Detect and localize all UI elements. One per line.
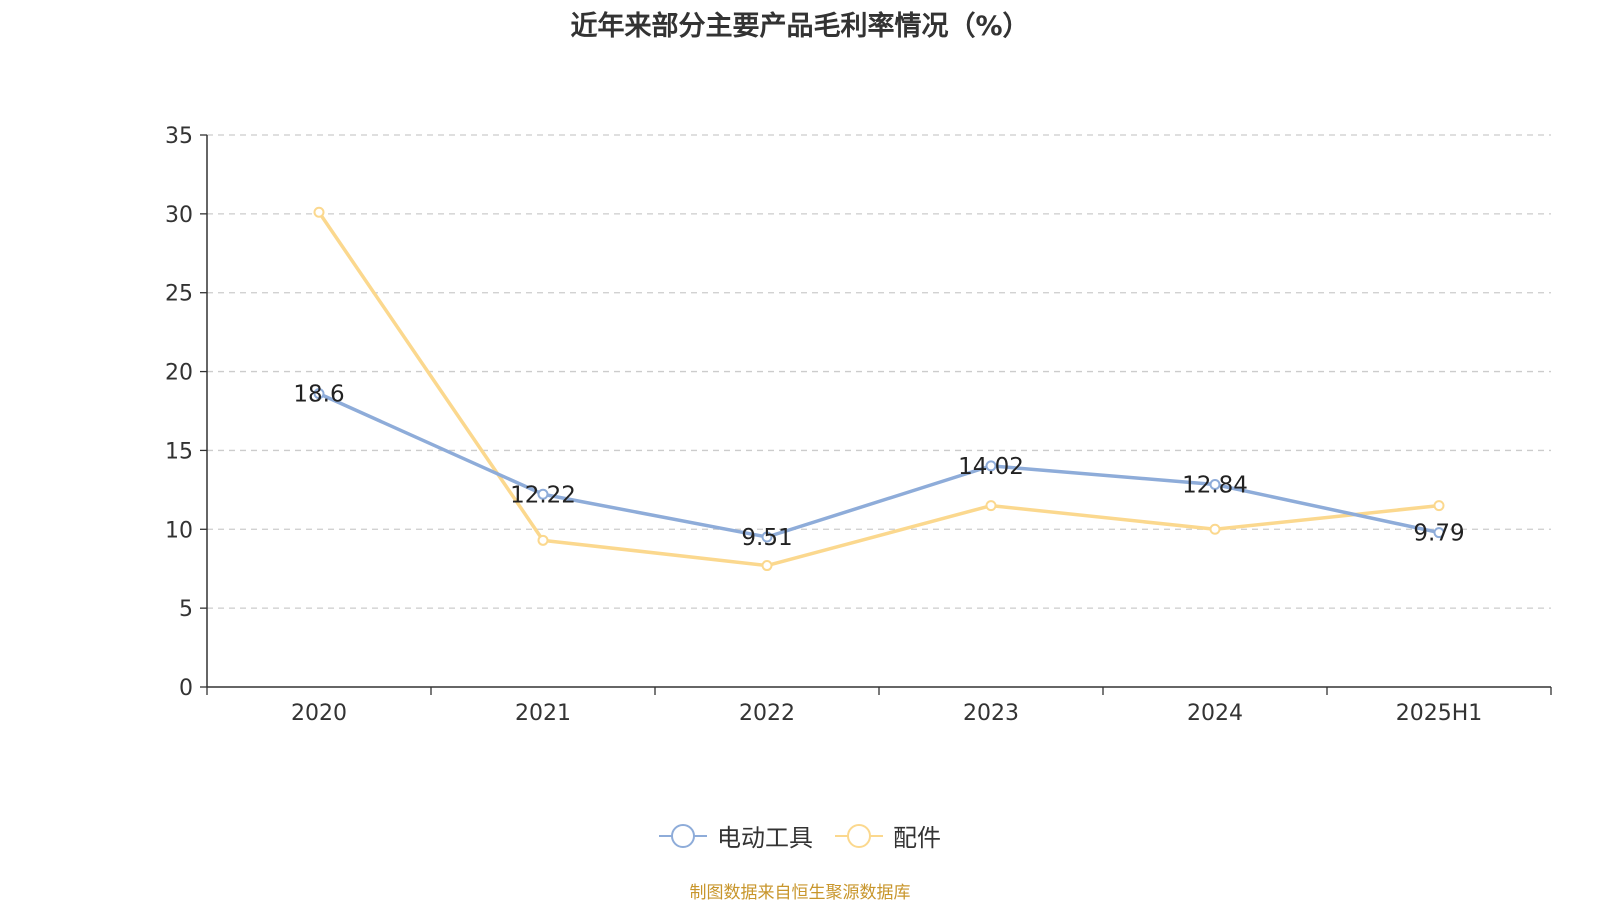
legend-marker-icon (835, 823, 883, 848)
y-tick-label: 0 (179, 676, 193, 701)
data-point (1433, 500, 1445, 512)
data-label: 12.84 (1182, 472, 1248, 498)
x-tick-label: 2025H1 (1396, 701, 1483, 726)
data-point (1433, 527, 1445, 539)
data-point (985, 500, 997, 512)
data-point (985, 460, 997, 472)
x-tick-label: 2022 (739, 701, 795, 726)
data-point (1209, 523, 1221, 535)
x-tick-label: 2020 (291, 701, 347, 726)
x-tick-label: 2024 (1187, 701, 1243, 726)
x-tick-label: 2023 (963, 701, 1019, 726)
data-point (313, 206, 325, 218)
series-line-0 (318, 392, 1440, 539)
legend-label: 电动工具 (717, 824, 813, 852)
y-tick-label: 25 (165, 282, 193, 307)
legend: 电动工具 配件 (0, 818, 1600, 853)
data-label: 12.22 (510, 482, 576, 508)
y-tick-label: 20 (165, 361, 193, 386)
y-tick-label: 15 (165, 439, 193, 464)
y-tick-label: 5 (179, 597, 193, 622)
gridlines (207, 134, 1551, 609)
series-line-1 (317, 211, 1440, 568)
data-labels: 18.6 12.22 9.51 14.02 12.84 9.79 (293, 382, 1464, 551)
legend-item[interactable]: 配件 (835, 818, 941, 853)
chart-title: 近年来部分主要产品毛利率情况（%） (570, 11, 1030, 42)
data-label: 14.02 (958, 454, 1024, 480)
axes: 0 5 10 15 20 25 30 35 2020 2021 2022 2023 2024 2025H1 (165, 124, 1552, 726)
data-point (537, 488, 549, 500)
data-point (761, 560, 773, 572)
data-label: 9.51 (741, 525, 792, 551)
legend-marker-icon (659, 823, 707, 848)
x-tick-label: 2021 (515, 701, 571, 726)
y-tick-label: 35 (165, 124, 193, 149)
data-label: 9.79 (1413, 521, 1464, 547)
legend-item[interactable]: 电动工具 (659, 818, 813, 853)
data-point (537, 534, 549, 546)
data-point (1209, 478, 1221, 490)
data-label: 18.6 (293, 382, 344, 408)
y-tick-label: 10 (165, 518, 193, 543)
y-tick-label: 30 (165, 203, 193, 228)
source-note: 制图数据来自恒生聚源数据库 (689, 883, 911, 903)
data-point (313, 388, 325, 400)
series-lines (313, 206, 1445, 572)
legend-label: 配件 (893, 824, 941, 852)
data-point (761, 531, 773, 543)
